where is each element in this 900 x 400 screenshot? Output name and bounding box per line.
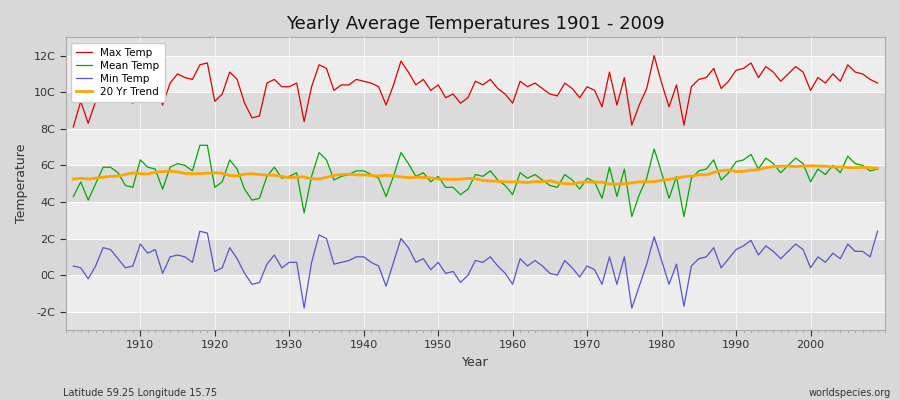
Bar [66,202,885,238]
20 Yr Trend [500,180,510,184]
Line: Max Temp: Max Temp [73,56,878,127]
Mean Temp [68,194,78,199]
Mean Temp [299,210,310,215]
Bar [66,92,885,129]
Max Temp [336,82,346,87]
Text: worldspecies.org: worldspecies.org [809,388,891,398]
Min Temp [611,282,622,287]
Bar [66,129,885,165]
Min Temp [194,229,205,234]
Mean Temp [344,172,355,177]
Line: Mean Temp: Mean Temp [73,145,878,217]
20 Yr Trend [508,179,518,184]
Mean Temp [872,167,883,172]
Text: Latitude 59.25 Longitude 15.75: Latitude 59.25 Longitude 15.75 [63,388,217,398]
Mean Temp [508,192,518,197]
Min Temp [351,254,362,259]
20 Yr Trend [292,175,302,180]
20 Yr Trend [597,180,608,184]
Line: Min Temp: Min Temp [73,231,878,308]
20 Yr Trend [336,172,346,177]
Max Temp [597,104,608,109]
Max Temp [292,81,302,86]
Min Temp [515,256,526,261]
Max Temp [500,92,510,96]
Mean Temp [194,143,205,148]
Bar [66,165,885,202]
X-axis label: Year: Year [462,356,489,369]
Bar [66,238,885,275]
Min Temp [128,264,139,268]
Min Temp [68,264,78,268]
Min Temp [299,306,310,310]
Mean Temp [626,214,637,219]
20 Yr Trend [611,182,622,187]
20 Yr Trend [128,170,139,175]
Line: 20 Yr Trend: 20 Yr Trend [73,166,878,184]
Mean Temp [128,185,139,190]
Max Temp [649,53,660,58]
Min Temp [522,264,533,268]
Mean Temp [515,170,526,175]
Title: Yearly Average Temperatures 1901 - 2009: Yearly Average Temperatures 1901 - 2009 [286,15,665,33]
Max Temp [128,101,139,106]
Max Temp [872,81,883,86]
Min Temp [306,260,317,265]
Max Temp [68,124,78,129]
Mean Temp [604,165,615,170]
20 Yr Trend [806,163,816,168]
20 Yr Trend [68,177,78,182]
Legend: Max Temp, Mean Temp, Min Temp, 20 Yr Trend: Max Temp, Mean Temp, Min Temp, 20 Yr Tre… [71,42,165,102]
Bar [66,56,885,92]
Min Temp [872,229,883,234]
Bar [66,275,885,312]
Y-axis label: Temperature: Temperature [15,144,28,223]
20 Yr Trend [872,166,883,171]
Max Temp [508,101,518,106]
